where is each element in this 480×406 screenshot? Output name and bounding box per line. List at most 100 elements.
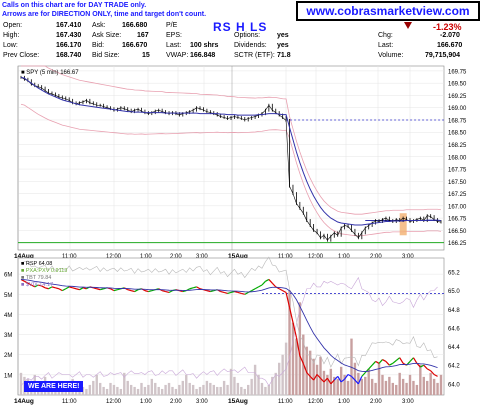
volume-bar	[243, 388, 246, 395]
ticker-symbol: RS H LS	[213, 20, 268, 34]
top-ytick-label: 168.00	[448, 155, 467, 161]
rsp-segment	[100, 288, 104, 291]
bottom-xtick-label: 15Aug	[228, 398, 248, 405]
rsp-segment	[82, 287, 87, 290]
rsp-segment	[326, 377, 332, 385]
ask-value: 166.680	[122, 22, 148, 29]
down-arrow-icon	[404, 22, 412, 29]
rsp-segment	[244, 291, 249, 295]
rsp-segment	[206, 290, 211, 293]
bid-size-label: Bid Size:	[92, 52, 120, 59]
rsp-segment	[31, 284, 36, 288]
rsp-segment	[423, 364, 428, 370]
top-xtick-label: 12:00	[106, 254, 122, 260]
top-legend: ■ SPY (5 min) 166.67	[21, 70, 79, 76]
volume-bar	[160, 388, 164, 395]
volume-bar	[370, 378, 374, 395]
last2-value: 166.670	[437, 42, 463, 49]
rsp-segment	[93, 287, 97, 290]
bottom-xtick-label: 3:00	[196, 399, 208, 405]
rsp-segment	[24, 280, 29, 284]
rsp-segment	[382, 359, 387, 362]
rsp-segment	[265, 278, 270, 282]
bottom-left-tick-label: 2M	[4, 353, 12, 359]
vix-line	[20, 276, 438, 387]
volume-bar	[336, 378, 339, 395]
rsp-segment	[127, 289, 132, 292]
volume-label: Volume:	[378, 52, 404, 59]
rsp-segment	[131, 290, 135, 293]
rsp-segment	[189, 287, 194, 290]
rsp-segment	[58, 288, 63, 292]
volume-bar	[95, 374, 98, 395]
volume-bar	[253, 364, 257, 395]
rsp-segment	[210, 290, 214, 293]
volume-bar	[288, 290, 291, 395]
rsp-segment	[285, 292, 291, 308]
rsp-segment	[295, 337, 301, 356]
volume-bar	[277, 362, 281, 395]
bottom-xtick-label: 11:00	[62, 399, 77, 405]
volume-bar	[405, 382, 408, 395]
rsp-segment	[241, 292, 245, 295]
volume-bar	[353, 362, 357, 395]
volume-bar	[333, 376, 336, 395]
rsp-segment	[220, 290, 225, 294]
rsp-segment	[302, 363, 308, 373]
volume-bar	[126, 380, 129, 395]
volume-bar	[229, 368, 233, 395]
rsp-segment	[392, 360, 397, 364]
open-label: Open:	[3, 22, 23, 29]
rsp-segment	[292, 322, 297, 338]
vwap-label: VWAP:	[166, 52, 189, 59]
rsp-segment	[430, 370, 435, 375]
bottom-left-tick-label: 1M	[4, 373, 12, 379]
low-label: Low:	[3, 42, 18, 49]
top-ytick-label: 169.50	[448, 82, 467, 88]
we-are-here-badge: WE ARE HERE!	[24, 381, 84, 392]
top-ytick-label: 168.25	[448, 143, 467, 149]
top-ytick-label: 167.50	[448, 180, 467, 186]
volume-bar	[305, 346, 308, 395]
volume-bar	[384, 380, 388, 395]
volume-bar	[364, 376, 367, 395]
volume-bar	[329, 368, 333, 395]
volume-bar	[112, 384, 116, 395]
rsp-segment	[371, 361, 377, 366]
volume-bar	[140, 382, 143, 395]
volume-bar	[102, 386, 105, 395]
rsp-segment	[223, 291, 228, 294]
volume-bar	[322, 370, 326, 395]
volume-bar	[343, 374, 346, 395]
rsp-segment	[420, 364, 425, 368]
moving-average-line	[20, 76, 442, 226]
volume-bar	[123, 372, 126, 395]
rsp-segment	[282, 290, 287, 294]
rsp-segment	[299, 355, 304, 364]
volume-bar	[209, 382, 212, 395]
site-banner[interactable]: www.cobrasmarketview.com	[296, 1, 480, 21]
top-xtick-label: 2:00	[370, 254, 382, 260]
bottom-xtick-label: 12:00	[106, 399, 122, 405]
bid-size-value: 15	[142, 52, 150, 59]
bottom-right-tick-label: 64.6	[448, 326, 460, 332]
rsp-segment	[62, 288, 67, 292]
volume-bar	[264, 386, 267, 395]
top-ytick-label: 166.50	[448, 229, 467, 235]
volume-bar	[202, 384, 205, 395]
volume-bar	[222, 380, 226, 395]
rsp-segment	[79, 287, 84, 291]
rsp-segment	[96, 288, 101, 291]
top-ytick-label: 166.25	[448, 241, 467, 247]
rsp-segment	[55, 287, 60, 290]
volume-bar	[408, 374, 412, 395]
options-label: Options:	[234, 32, 261, 39]
rsp-segment	[168, 290, 173, 294]
volume-bar	[436, 382, 439, 395]
volume-bar	[133, 386, 136, 395]
bottom-xtick-label: 3:00	[402, 399, 414, 405]
rsp-segment	[144, 290, 149, 293]
volume-bar	[357, 372, 360, 395]
volume-bar	[391, 382, 395, 395]
highlight-box	[399, 213, 407, 236]
